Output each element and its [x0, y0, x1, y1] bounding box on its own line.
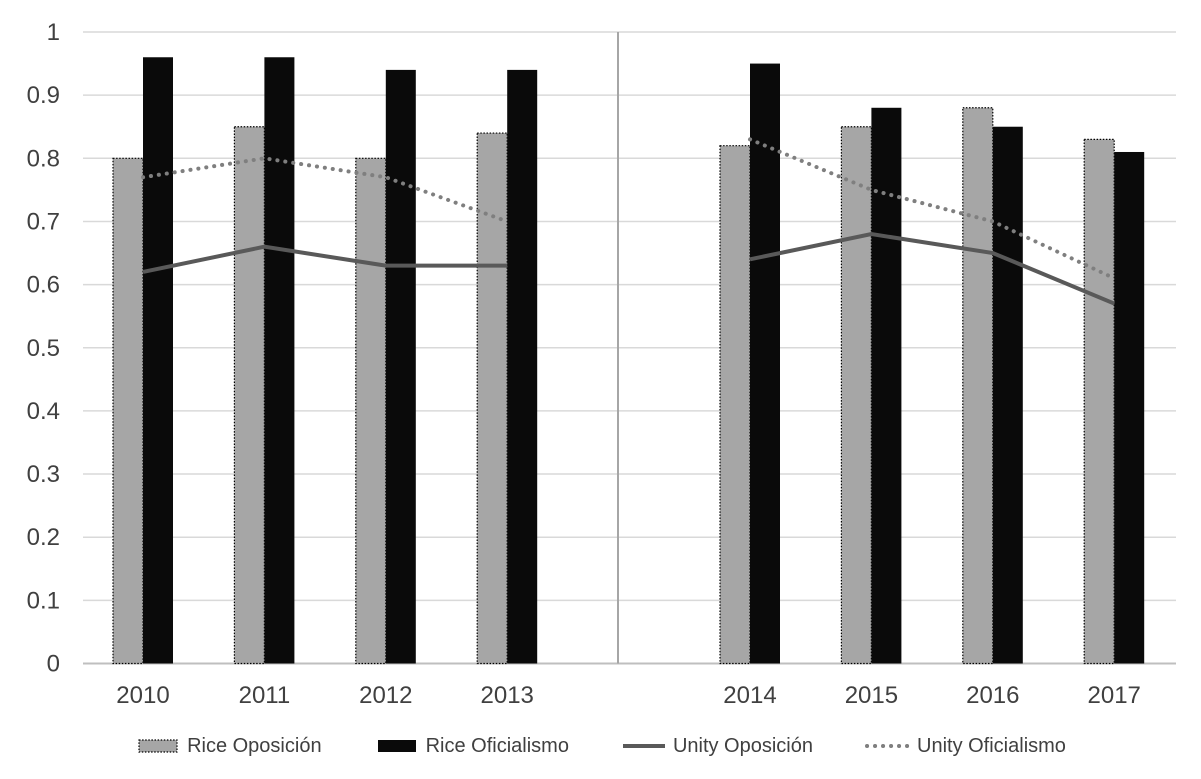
x-axis-tick-label-2016: 2016 [966, 682, 1019, 709]
bar-rice-oficialismo-2010 [143, 57, 173, 664]
x-axis-tick-label-2011: 2011 [239, 682, 291, 709]
y-axis-tick-label: 1 [47, 19, 60, 46]
x-axis-tick-label-2015: 2015 [845, 682, 898, 709]
y-axis-tick-label: 0.6 [27, 272, 60, 299]
y-axis-tick-label: 0.3 [27, 461, 60, 488]
bar-rice-oficialismo-2014 [750, 63, 780, 664]
bar-rice-oficialismo-2013 [507, 69, 538, 664]
bar-rice-oposicion-2010 [112, 157, 144, 665]
line-unity-oposicion-left [142, 244, 508, 274]
x-axis-tick-label-2013: 2013 [481, 682, 534, 709]
chart-plot-area: 0 0.1 0.2 0.3 0.4 0.5 0.6 0.7 0.8 0.9 1 2010 2011 201… [27, 19, 1176, 709]
bar-rice-oficialismo-2016 [992, 126, 1023, 664]
x-axis-tick-label-2010: 2010 [116, 682, 169, 709]
bar-rice-oposicion-2014 [719, 145, 751, 665]
y-axis-tick-label: 0.2 [27, 524, 60, 551]
legend-label: Rice Oficialismo [425, 734, 569, 757]
line-unity-oficialismo-right [748, 137, 1117, 281]
bar-rice-oficialismo-2012 [385, 69, 416, 664]
bar-rice-oposicion-2013 [476, 132, 508, 665]
bar-rice-oficialismo-2017 [1114, 151, 1145, 664]
y-axis-tick-label: 0 [47, 651, 60, 678]
legend-label: Unity Oficialismo [917, 734, 1066, 757]
bar-rice-oposicion-2016 [962, 107, 994, 665]
bar-rice-oposicion-2015 [840, 126, 873, 665]
legend-swatch-rice-oposicion [138, 739, 178, 753]
y-axis-tick-label: 0.5 [27, 335, 60, 362]
y-axis-tick-label: 0.8 [27, 145, 60, 172]
y-axis-tick-label: 0.7 [27, 208, 60, 235]
x-axis-tick-label-2017: 2017 [1088, 682, 1141, 709]
bar-rice-oposicion-2011 [233, 126, 265, 665]
bar-rice-oposicion-2017 [1083, 138, 1115, 665]
legend-item-rice-oposicion: Rice Oposición [135, 735, 322, 758]
line-unity-oposicion-right [749, 232, 1115, 306]
legend-item-unity-oposicion: Unity Oposición [621, 735, 813, 758]
y-axis-tick-label: 0.1 [27, 587, 60, 614]
y-axis-tick-label: 0.9 [27, 82, 60, 109]
legend-label: Unity Oposición [672, 734, 813, 757]
chart-legend: Rice Oposición Rice Oficialismo Unity Opos… [0, 726, 1201, 766]
legend-swatch-unity-oposicion [622, 744, 665, 748]
x-axis-tick-label-2014: 2014 [723, 682, 776, 709]
x-axis-tick-label-2012: 2012 [359, 682, 412, 709]
legend-item-unity-oficialismo: Unity Oficialismo [865, 735, 1066, 758]
legend-swatch-unity-oficialismo [865, 744, 911, 748]
bar-rice-oficialismo-2011 [264, 57, 295, 664]
legend-label: Rice Oposición [187, 734, 322, 757]
bar-rice-oficialismo-2015 [871, 107, 902, 664]
legend-item-rice-oficialismo: Rice Oficialismo [374, 735, 569, 758]
legend-swatch-rice-oficialismo [377, 740, 416, 752]
bar-rice-oposicion-2012 [355, 157, 387, 665]
line-unity-oficialismo-left [141, 156, 510, 224]
y-axis-tick-label: 0.4 [27, 398, 60, 425]
